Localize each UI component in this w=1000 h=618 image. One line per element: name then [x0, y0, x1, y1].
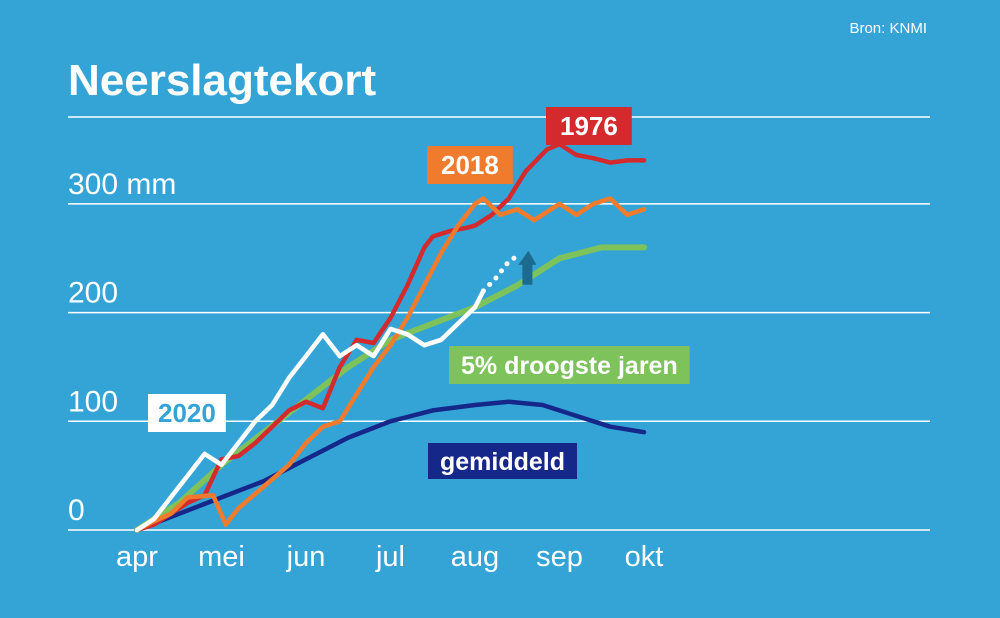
series-label-box	[428, 443, 577, 479]
series-line-2018	[134, 196, 647, 533]
series-label-box	[546, 107, 632, 145]
series-label-text: 5% droogste jaren	[461, 352, 678, 380]
series-line-2020	[134, 288, 486, 533]
series-label-gemiddeld: gemiddeld	[428, 443, 577, 479]
series-label-text: 2018	[441, 150, 499, 180]
x-tick-label: jul	[375, 541, 405, 573]
up-arrow-icon	[518, 250, 537, 285]
series-label-box	[148, 394, 226, 432]
y-tick-label: 100	[68, 385, 118, 418]
x-tick-label: jun	[286, 541, 326, 573]
y-tick-label: 300 mm	[68, 168, 176, 201]
series-label-box	[449, 346, 690, 384]
source-label: Bron: KNMI	[849, 20, 927, 37]
x-tick-label: mei	[198, 541, 245, 573]
series-label-1976: 1976	[546, 107, 632, 145]
series-label-2020: 2020	[148, 394, 226, 432]
x-tick-labels: apr mei jun jul aug sep okt	[116, 541, 663, 573]
series-label-text: 1976	[560, 111, 618, 141]
series-lines	[134, 141, 647, 533]
projection-arrow	[518, 250, 537, 285]
series-label-text: gemiddeld	[440, 448, 565, 476]
x-tick-label: sep	[536, 541, 583, 573]
series-label-text: 2020	[158, 398, 216, 428]
x-tick-label: okt	[625, 541, 664, 573]
x-tick-label: apr	[116, 541, 158, 573]
series-labels: 1976 2018 2020 5% droogste jaren gemiddeld	[148, 107, 690, 479]
series-line-5pct-droogste-jaren	[134, 244, 647, 533]
series-line-gemiddeld	[134, 399, 647, 533]
chart-title: Neerslagtekort	[68, 56, 376, 105]
series-label-2018: 2018	[427, 146, 513, 184]
y-tick-label: 200	[68, 277, 118, 310]
x-tick-label: aug	[451, 541, 499, 573]
y-tick-label: 0	[68, 494, 85, 527]
series-label-box	[427, 146, 513, 184]
series-line-2020-projectie	[480, 253, 520, 294]
y-tick-labels: 0 100 200 300 mm	[68, 168, 176, 527]
series-label-5pct-droogste-jaren: 5% droogste jaren	[449, 346, 690, 384]
